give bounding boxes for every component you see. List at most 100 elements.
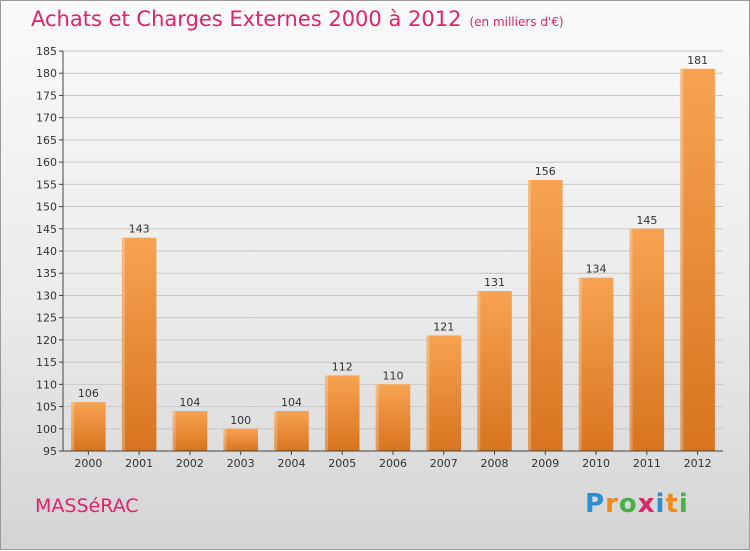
- bar: [680, 68, 715, 452]
- bar: [274, 411, 309, 451]
- data-label: 156: [535, 165, 556, 178]
- x-tick-label: 2006: [379, 457, 407, 470]
- y-tick-label: 150: [36, 201, 57, 214]
- bar-highlight: [680, 68, 684, 452]
- x-tick-label: 2001: [125, 457, 153, 470]
- y-tick-label: 155: [36, 178, 57, 191]
- bar-group: 121: [426, 320, 462, 451]
- y-tick-label: 135: [36, 267, 57, 280]
- bar-group: 134: [578, 263, 614, 451]
- bar-highlight: [528, 179, 532, 451]
- bar: [528, 179, 563, 451]
- y-tick-label: 165: [36, 134, 57, 147]
- logo-letter: P: [585, 489, 606, 519]
- bar-highlight: [426, 335, 430, 451]
- bars: 106 143 104 100 104 112 110 121 131 156 134 145 181: [71, 54, 715, 452]
- data-label: 145: [636, 214, 657, 227]
- y-tick-label: 95: [43, 445, 57, 458]
- bar: [477, 291, 512, 451]
- bar: [629, 228, 665, 451]
- data-label: 104: [281, 396, 302, 409]
- data-label: 110: [383, 369, 404, 382]
- data-label: 134: [586, 263, 607, 276]
- bar: [71, 402, 106, 451]
- bar: [578, 277, 614, 451]
- bar: [172, 411, 208, 451]
- logo-letter: x: [637, 489, 656, 519]
- bar-group: 104: [274, 396, 309, 451]
- bar: [375, 384, 411, 451]
- bar-group: 145: [629, 214, 665, 451]
- bar: [426, 335, 462, 451]
- proxiti-logo: Proxiti: [585, 489, 689, 519]
- bar-highlight: [375, 384, 379, 451]
- y-tick-label: 185: [36, 45, 57, 58]
- y-tick-label: 110: [36, 378, 57, 391]
- bar-group: 131: [477, 276, 512, 451]
- y-tick-label: 140: [36, 245, 57, 258]
- y-tick-label: 145: [36, 223, 57, 236]
- bar-group: 181: [680, 54, 715, 452]
- bar-highlight: [477, 291, 481, 451]
- y-tick-label: 105: [36, 401, 57, 414]
- data-label: 100: [230, 414, 251, 427]
- chart-title-text: Achats et Charges Externes 2000 à 2012: [31, 7, 462, 31]
- x-tick-label: 2009: [531, 457, 559, 470]
- bar-group: 100: [223, 414, 258, 451]
- x-tick-label: 2012: [684, 457, 712, 470]
- logo-letter: i: [678, 489, 689, 519]
- x-tick-label: 2007: [430, 457, 458, 470]
- bar: [223, 428, 258, 451]
- logo-letter: o: [618, 489, 638, 519]
- data-label: 121: [433, 320, 454, 333]
- logo-letter: t: [665, 489, 679, 519]
- y-tick-label: 170: [36, 112, 57, 125]
- bar-highlight: [274, 411, 278, 451]
- y-tick-label: 100: [36, 423, 57, 436]
- x-tick-label: 2011: [633, 457, 661, 470]
- x-tick-label: 2005: [328, 457, 356, 470]
- logo-letter: r: [605, 489, 619, 519]
- axes: 95 100 105 110 115 120 125 130 135 140 145 150 155 16…: [36, 45, 723, 470]
- y-tick-label: 115: [36, 356, 57, 369]
- y-tick-label: 125: [36, 312, 57, 325]
- y-tick-label: 160: [36, 156, 57, 169]
- bar: [324, 375, 360, 451]
- bar-highlight: [629, 228, 633, 451]
- commune-name: MASSéRAC: [35, 495, 139, 517]
- bar-highlight: [121, 237, 125, 451]
- bar-group: 156: [528, 165, 563, 451]
- bar-highlight: [71, 402, 75, 451]
- logo-letter: i: [655, 489, 666, 519]
- bar-group: 104: [172, 396, 208, 451]
- data-label: 112: [332, 360, 353, 373]
- bar-group: 112: [324, 360, 360, 451]
- x-tick-label: 2000: [74, 457, 102, 470]
- y-tick-label: 120: [36, 334, 57, 347]
- data-label: 104: [179, 396, 200, 409]
- data-label: 106: [78, 387, 99, 400]
- bar-group: 106: [71, 387, 106, 451]
- y-tick-label: 130: [36, 289, 57, 302]
- bar: [121, 237, 157, 451]
- y-tick-label: 175: [36, 89, 57, 102]
- x-tick-label: 2008: [481, 457, 509, 470]
- bar-highlight: [324, 375, 328, 451]
- x-tick-label: 2004: [277, 457, 305, 470]
- data-label: 131: [484, 276, 505, 289]
- data-label: 143: [129, 223, 150, 236]
- bar-group: 110: [375, 369, 411, 451]
- x-tick-label: 2010: [582, 457, 610, 470]
- bar-highlight: [223, 428, 227, 451]
- bar-highlight: [578, 277, 582, 451]
- chart-unit: (en milliers d'€): [469, 15, 564, 29]
- x-tick-label: 2003: [227, 457, 255, 470]
- bar-highlight: [172, 411, 176, 451]
- bar-group: 143: [121, 223, 157, 451]
- x-tick-label: 2002: [176, 457, 204, 470]
- y-tick-label: 180: [36, 67, 57, 80]
- chart-title: Achats et Charges Externes 2000 à 2012 (e…: [31, 7, 564, 31]
- data-label: 181: [687, 54, 708, 67]
